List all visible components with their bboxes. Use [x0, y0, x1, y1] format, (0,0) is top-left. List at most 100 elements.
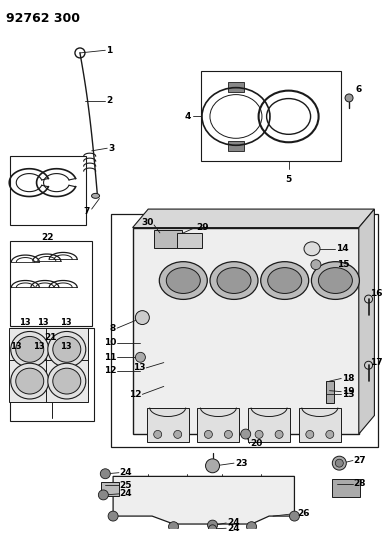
Circle shape	[332, 456, 346, 470]
Text: 22: 22	[41, 233, 54, 242]
Ellipse shape	[16, 368, 44, 394]
Text: 4: 4	[184, 112, 191, 121]
Text: 26: 26	[297, 509, 310, 518]
Text: 13: 13	[60, 318, 72, 327]
Text: 92762 300: 92762 300	[6, 12, 80, 25]
Bar	[228, 82, 244, 92]
Ellipse shape	[53, 336, 81, 362]
Ellipse shape	[135, 311, 149, 325]
Circle shape	[255, 431, 263, 438]
Text: 20: 20	[250, 439, 263, 448]
Ellipse shape	[159, 262, 207, 300]
Bar	[9, 328, 51, 370]
Bar	[197, 408, 239, 442]
Circle shape	[100, 469, 110, 479]
Ellipse shape	[210, 262, 258, 300]
Circle shape	[168, 522, 179, 531]
Text: 2: 2	[106, 96, 112, 105]
Bar	[201, 71, 341, 161]
Text: 23: 23	[235, 459, 247, 467]
Bar	[10, 156, 86, 225]
Ellipse shape	[304, 242, 320, 256]
Bar	[10, 328, 94, 421]
Text: 19: 19	[342, 387, 355, 396]
Circle shape	[209, 525, 216, 533]
Text: 14: 14	[336, 244, 349, 253]
Ellipse shape	[311, 262, 360, 300]
Ellipse shape	[318, 268, 353, 294]
Bar	[9, 360, 51, 402]
Text: 21: 21	[44, 334, 57, 343]
Circle shape	[275, 431, 283, 438]
Text: 13: 13	[33, 342, 45, 351]
Circle shape	[174, 431, 182, 438]
Text: 13: 13	[342, 390, 355, 399]
Ellipse shape	[11, 363, 49, 399]
Bar	[101, 482, 119, 496]
Circle shape	[311, 260, 321, 270]
Text: 13: 13	[19, 318, 30, 327]
Text: 16: 16	[370, 289, 383, 298]
Text: 7: 7	[83, 207, 90, 216]
Ellipse shape	[92, 193, 99, 198]
Circle shape	[224, 431, 232, 438]
Text: 27: 27	[354, 456, 366, 465]
Text: 18: 18	[342, 374, 355, 383]
Text: 13: 13	[133, 364, 145, 373]
Bar	[299, 408, 341, 442]
Circle shape	[154, 431, 162, 438]
Text: 6: 6	[355, 85, 361, 94]
Ellipse shape	[268, 268, 302, 294]
Bar	[46, 360, 88, 402]
Circle shape	[108, 511, 118, 521]
Bar	[332, 479, 360, 497]
Ellipse shape	[11, 332, 49, 367]
Polygon shape	[113, 477, 294, 524]
Text: 13: 13	[10, 342, 21, 351]
Ellipse shape	[53, 368, 81, 394]
Bar	[326, 381, 334, 403]
Text: 12: 12	[129, 390, 142, 399]
Text: 15: 15	[337, 260, 349, 269]
Bar	[133, 228, 359, 434]
Text: 24: 24	[227, 519, 239, 528]
Circle shape	[98, 490, 108, 500]
Circle shape	[246, 522, 257, 531]
Bar	[147, 408, 189, 442]
Text: 3: 3	[108, 144, 114, 153]
Text: 24: 24	[227, 524, 239, 533]
Circle shape	[204, 431, 213, 438]
Ellipse shape	[48, 363, 86, 399]
Text: 24: 24	[120, 468, 132, 477]
Circle shape	[335, 459, 343, 467]
Circle shape	[207, 520, 218, 530]
Ellipse shape	[16, 336, 44, 362]
Text: 13: 13	[37, 318, 49, 327]
Text: 17: 17	[370, 358, 383, 367]
Circle shape	[326, 431, 334, 438]
Text: 5: 5	[285, 175, 292, 184]
Bar	[111, 214, 378, 447]
Text: 28: 28	[354, 479, 366, 488]
Text: 24: 24	[120, 489, 132, 498]
Circle shape	[289, 511, 300, 521]
Bar	[10, 241, 92, 326]
Ellipse shape	[217, 268, 251, 294]
Text: 1: 1	[106, 46, 112, 55]
Text: 11: 11	[104, 353, 116, 362]
Circle shape	[135, 352, 145, 362]
Bar	[228, 141, 244, 151]
Ellipse shape	[166, 268, 200, 294]
Ellipse shape	[48, 332, 86, 367]
Polygon shape	[133, 209, 374, 228]
Circle shape	[306, 431, 314, 438]
Circle shape	[345, 94, 353, 102]
Bar	[177, 233, 202, 248]
Text: 30: 30	[141, 218, 153, 227]
Text: 13: 13	[60, 342, 72, 351]
Text: 12: 12	[104, 366, 116, 375]
Circle shape	[241, 429, 251, 439]
Text: 29: 29	[196, 223, 208, 232]
Bar	[46, 328, 88, 370]
Text: 25: 25	[120, 481, 132, 490]
